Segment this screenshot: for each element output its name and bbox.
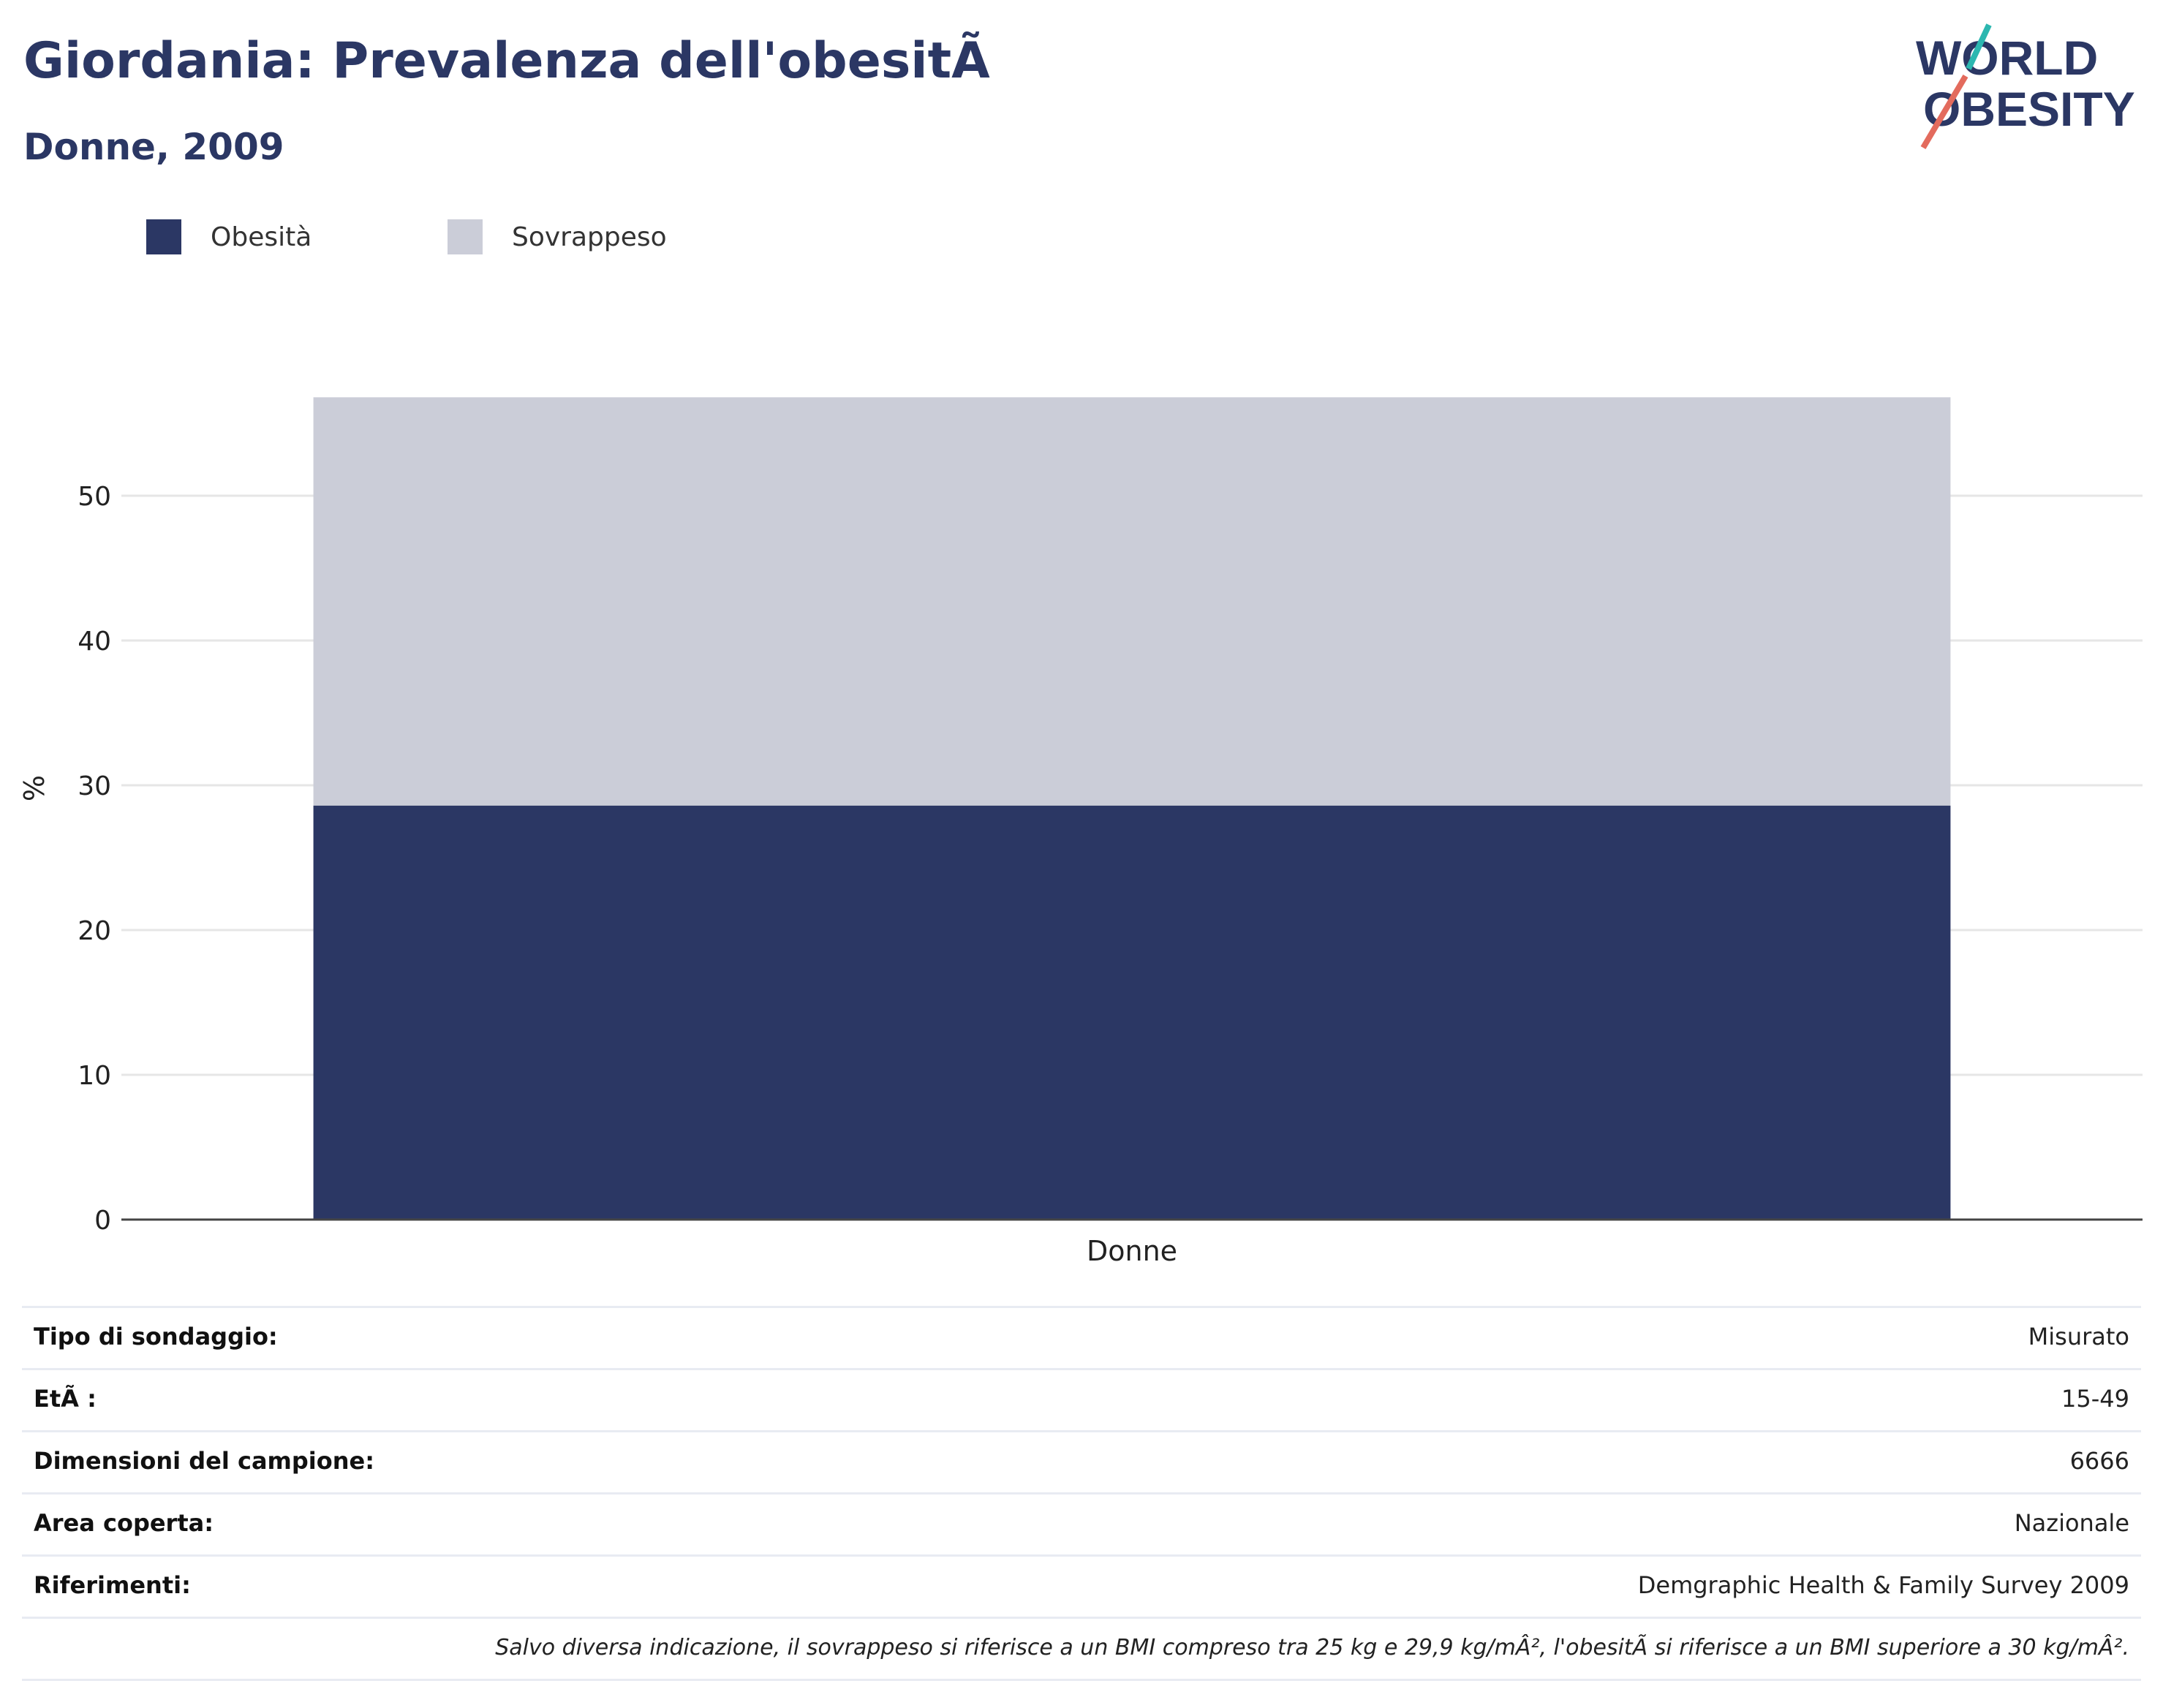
- legend-label-overweight: Sovrappeso: [512, 222, 667, 252]
- info-value: 6666: [2069, 1447, 2129, 1475]
- world-obesity-logo: WORLD OBESITY: [1916, 23, 2135, 150]
- y-tick-label: 50: [78, 482, 111, 512]
- y-tick-labels: 0 10 20 30 40 50: [78, 482, 111, 1236]
- y-tick-label: 20: [78, 916, 111, 946]
- legend-label-obesity: Obesità: [211, 222, 312, 252]
- info-row-sample-size: Dimensioni del campione: 6666: [22, 1430, 2141, 1492]
- y-tick-label: 0: [94, 1206, 111, 1236]
- info-value: Nazionale: [2014, 1509, 2129, 1537]
- bar-segment-obesity[interactable]: [313, 805, 1951, 1220]
- info-row-age: EtÃ : 15-49: [22, 1368, 2141, 1430]
- info-key: Riferimenti:: [34, 1571, 191, 1599]
- bar-segment-overweight[interactable]: [313, 397, 1951, 806]
- legend-swatch-overweight: [448, 219, 483, 254]
- logo-world-text: WORLD: [1916, 31, 2098, 85]
- footnote: Salvo diversa indicazione, il sovrappeso…: [495, 1635, 2129, 1660]
- stacked-bar-chart: 0 10 20 30 40 50 Donne %: [18, 397, 2143, 1267]
- info-table: Tipo di sondaggio: Misurato EtÃ : 15-49 …: [22, 1306, 2141, 1681]
- info-value: Misurato: [2028, 1323, 2129, 1350]
- chart-subtitle: Donne, 2009: [23, 126, 284, 168]
- info-value: Demgraphic Health & Family Survey 2009: [1637, 1571, 2129, 1599]
- footnote-row: Salvo diversa indicazione, il sovrappeso…: [22, 1617, 2141, 1681]
- bars: [121, 397, 2143, 1221]
- y-axis-label: %: [18, 775, 50, 801]
- y-tick-label: 10: [78, 1061, 111, 1091]
- x-tick-labels: Donne: [1087, 1235, 1177, 1267]
- y-tick-label: 40: [78, 627, 111, 657]
- info-row-references: Riferimenti: Demgraphic Health & Family …: [22, 1554, 2141, 1617]
- info-key: Area coperta:: [34, 1509, 214, 1537]
- chart-title: Giordania: Prevalenza dell'obesitÃ: [23, 32, 990, 90]
- logo-red-slash: [1920, 74, 1968, 150]
- logo-teal-slash: [1966, 23, 1992, 70]
- x-tick-label: Donne: [1087, 1235, 1177, 1267]
- legend-swatch-obesity: [146, 219, 181, 254]
- info-key: Tipo di sondaggio:: [34, 1323, 278, 1350]
- info-row-survey-type: Tipo di sondaggio: Misurato: [22, 1306, 2141, 1368]
- y-tick-label: 30: [78, 771, 111, 801]
- info-row-area: Area coperta: Nazionale: [22, 1492, 2141, 1554]
- info-key: EtÃ :: [34, 1385, 97, 1413]
- info-value: 15-49: [2061, 1385, 2129, 1413]
- info-key: Dimensioni del campione:: [34, 1447, 375, 1475]
